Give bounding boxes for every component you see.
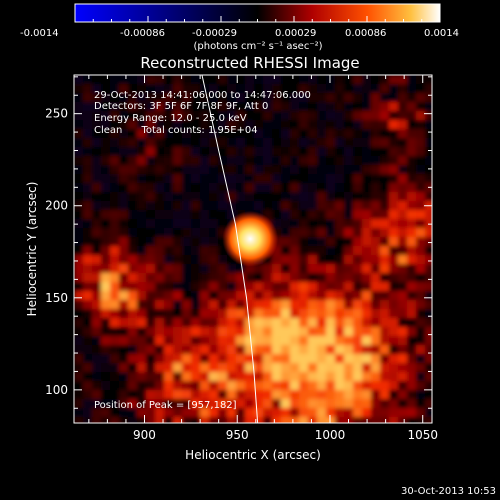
annotation-peak-position: Position of Peak = [957,182]	[94, 400, 237, 411]
x-tick-label: 1000	[315, 428, 346, 442]
colorbar-tick-4: 0.00086	[345, 28, 386, 39]
x-tick-label: 950	[226, 428, 249, 442]
colorbar-tick-1: -0.00086	[120, 28, 165, 39]
y-axis-label: Heliocentric Y (arcsec)	[25, 182, 39, 317]
peak-source	[222, 210, 279, 267]
chart-title: Reconstructed RHESSI Image	[140, 54, 359, 72]
colorbar-tick-0: -0.0014	[20, 28, 59, 39]
annotation-detectors: Detectors: 3F 5F 6F 7F 8F 9F, Att 0	[94, 101, 268, 112]
plot-frame	[73, 74, 433, 424]
annotation-time-range: 29-Oct-2013 14:41:06.000 to 14:47:06.000	[94, 90, 311, 101]
x-tick-label: 1050	[407, 428, 438, 442]
annotation-energy-range: Energy Range: 12.0 - 25.0 keV	[94, 113, 247, 124]
x-axis: 900 950 1000 1050	[88, 75, 438, 442]
colorbar-tick-5: 0.0014	[424, 28, 459, 39]
y-axis: 100 150 200 250	[45, 76, 432, 409]
solar-limb-curve	[201, 75, 259, 423]
annotation-clean-counts: Clean Total counts: 1.95E+04	[94, 125, 258, 136]
y-tick-label: 250	[45, 107, 68, 121]
y-tick-label: 150	[45, 291, 68, 305]
x-tick-label: 900	[133, 428, 156, 442]
heatmap	[74, 75, 432, 423]
y-tick-label: 100	[45, 383, 68, 397]
footer-timestamp: 30-Oct-2013 10:53	[401, 486, 496, 497]
colorbar-ticks	[74, 16, 441, 22]
colorbar-tick-3: 0.00029	[275, 28, 316, 39]
x-axis-label: Heliocentric X (arcsec)	[185, 448, 321, 462]
colorbar-unit-label: (photons cm⁻² s⁻¹ asec⁻²)	[193, 41, 322, 52]
colorbar-tick-2: -0.00029	[192, 28, 237, 39]
y-tick-label: 200	[45, 199, 68, 213]
